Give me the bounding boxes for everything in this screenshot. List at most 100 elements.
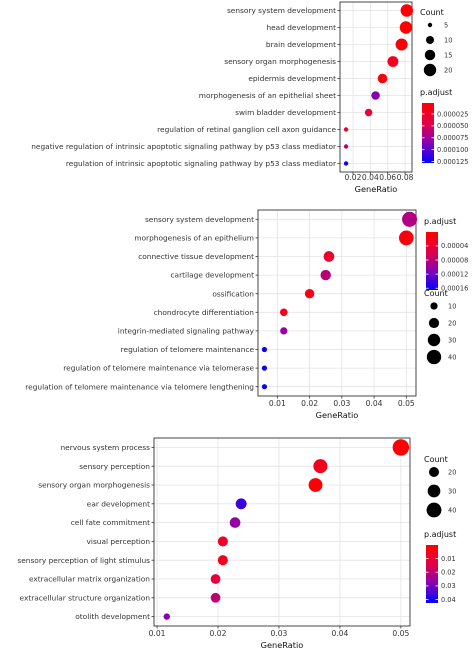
p-adjust-legend-title: p.adjust — [424, 530, 456, 539]
x-tick-label: 0.04 — [331, 629, 348, 638]
y-tick-label: morphogenesis of an epithelial sheet — [199, 91, 336, 100]
data-point — [235, 498, 247, 510]
count-legend-key — [428, 317, 440, 329]
colorbar-label: 0.000125 — [437, 158, 468, 166]
y-tick-label: nervous system process — [60, 443, 150, 452]
p-adjust-colorbar — [422, 103, 434, 163]
y-tick-label: otolith development — [75, 612, 150, 621]
x-tick-label: 0.05 — [392, 629, 409, 638]
colorbar-label: 0.01 — [441, 555, 456, 563]
y-tick-label: head development — [266, 23, 336, 32]
data-point — [210, 592, 221, 603]
plot-background — [258, 210, 416, 396]
plot-border — [257, 209, 417, 397]
y-tick-label: sensory perception of light stimulus — [17, 556, 150, 565]
x-tick-label: 0.02 — [210, 629, 227, 638]
p-adjust-legend: p.adjust 0.01 0.02 0.03 0.04 — [424, 530, 456, 604]
chart-panel-1: sensory system development head developme… — [31, 1, 468, 194]
plot-background — [340, 2, 412, 172]
y-tick-label: regulation of telomere maintenance via t… — [25, 382, 254, 391]
data-point — [313, 459, 328, 474]
y-tick-label: integrin-mediated signaling pathway — [118, 327, 255, 336]
data-point — [377, 73, 388, 84]
count-legend-label: 40 — [448, 353, 456, 361]
x-tick-label: 0.01 — [149, 629, 166, 638]
y-tick-label: regulation of intrinsic apoptotic signal… — [66, 159, 337, 168]
x-axis-title: GeneRatio — [261, 640, 304, 650]
p-adjust-legend: p.adjust 0.000025 0.000050 0.000075 0.000100… — [420, 88, 468, 166]
data-point — [210, 574, 221, 584]
p-adjust-legend-title: p.adjust — [420, 88, 452, 97]
chart-panel-2: sensory system development morphogenesis … — [25, 209, 468, 420]
x-tick-label: 0.08 — [397, 173, 414, 182]
y-tick-label: visual perception — [87, 537, 151, 546]
data-point — [371, 91, 380, 100]
p-adjust-colorbar — [426, 232, 438, 290]
data-point — [343, 144, 349, 149]
data-point — [280, 327, 288, 335]
data-point — [261, 346, 268, 353]
count-legend-key — [426, 502, 442, 518]
count-legend-title: Count — [420, 8, 444, 17]
data-point — [402, 211, 418, 227]
p-adjust-legend: p.adjust 0.00004 0.00008 0.00012 0.00016 — [424, 217, 468, 293]
data-point — [279, 308, 288, 317]
y-tick-label: epidermis development — [248, 74, 336, 83]
count-legend-label: 10 — [448, 302, 456, 310]
count-legend-key — [427, 22, 433, 28]
data-point — [392, 439, 410, 456]
count-legend-label: 30 — [448, 487, 456, 495]
count-legend-label: 30 — [448, 336, 456, 344]
count-legend-label: 15 — [444, 51, 452, 59]
colorbar-label: 0.00016 — [441, 285, 468, 293]
p-adjust-legend-title: p.adjust — [424, 217, 456, 226]
colorbar-label: 0.000075 — [437, 134, 468, 142]
count-legend-key — [426, 349, 442, 365]
colorbar-label: 0.03 — [441, 582, 456, 590]
colorbar-label: 0.00004 — [441, 242, 468, 250]
colorbar-label: 0.000050 — [437, 122, 468, 130]
count-legend-label: 20 — [448, 468, 456, 476]
colorbar-label: 0.000025 — [437, 110, 468, 118]
count-legend-key — [427, 333, 441, 347]
y-tick-label: morphogenesis of an epithelium — [134, 234, 254, 243]
x-axis-title: GeneRatio — [355, 184, 398, 194]
colorbar-label: 0.00008 — [441, 256, 468, 264]
count-legend-label: 10 — [444, 36, 452, 44]
y-tick-label: cartilage development — [170, 271, 254, 280]
x-tick-label: 0.02 — [301, 399, 318, 408]
data-point — [400, 4, 413, 17]
count-legend-title: Count — [424, 455, 448, 464]
x-tick-label: 0.01 — [269, 399, 286, 408]
count-legend-key — [423, 63, 437, 77]
x-tick-label: 0.03 — [270, 629, 287, 638]
y-tick-label: swim bladder development — [235, 108, 336, 117]
x-tick-label: 0.06 — [379, 173, 396, 182]
count-legend-label: 20 — [448, 319, 456, 327]
count-legend-key — [427, 484, 441, 498]
data-point — [323, 251, 335, 262]
y-tick-label: sensory system development — [227, 6, 336, 15]
x-tick-label: 0.02 — [345, 173, 362, 182]
x-tick-label: 0.04 — [366, 399, 383, 408]
count-legend-key — [424, 49, 436, 61]
data-point — [398, 230, 414, 246]
count-legend-label: 5 — [444, 21, 448, 29]
data-point — [364, 108, 373, 117]
count-legend-label: 20 — [444, 66, 452, 74]
data-point — [261, 365, 268, 371]
x-tick-label: 0.04 — [362, 173, 379, 182]
count-legend-key — [425, 35, 435, 45]
y-tick-label: brain development — [266, 40, 336, 49]
data-point — [399, 21, 413, 34]
count-legend-label: 40 — [448, 506, 456, 514]
y-tick-label: extracellular matrix organization — [29, 575, 150, 584]
data-point — [261, 384, 268, 390]
data-point — [308, 478, 323, 492]
y-tick-label: sensory perception — [79, 462, 150, 471]
plot-border — [339, 1, 413, 173]
